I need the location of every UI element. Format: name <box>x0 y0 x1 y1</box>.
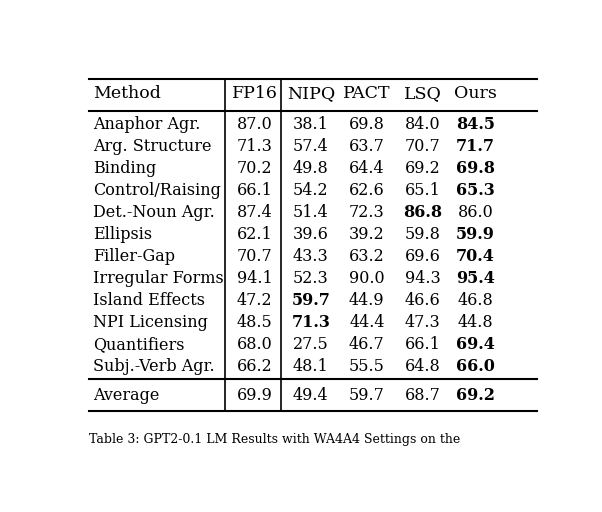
Text: Method: Method <box>93 86 161 102</box>
Text: 59.7: 59.7 <box>291 292 330 309</box>
Text: 69.8: 69.8 <box>349 116 385 133</box>
Text: Subj.-Verb Agr.: Subj.-Verb Agr. <box>93 358 214 375</box>
Text: 64.4: 64.4 <box>349 160 385 177</box>
Text: 66.1: 66.1 <box>405 336 441 353</box>
Text: 86.8: 86.8 <box>403 204 442 221</box>
Text: 46.7: 46.7 <box>349 336 385 353</box>
Text: 65.3: 65.3 <box>456 182 495 199</box>
Text: 95.4: 95.4 <box>456 270 495 287</box>
Text: 94.3: 94.3 <box>405 270 441 287</box>
Text: 48.1: 48.1 <box>293 358 329 375</box>
Text: 69.8: 69.8 <box>456 160 495 177</box>
Text: 39.2: 39.2 <box>349 226 385 243</box>
Text: NPI Licensing: NPI Licensing <box>93 314 208 331</box>
Text: 44.4: 44.4 <box>349 314 385 331</box>
Text: 84.0: 84.0 <box>405 116 441 133</box>
Text: Island Effects: Island Effects <box>93 292 205 309</box>
Text: 59.8: 59.8 <box>405 226 441 243</box>
Text: Table 3: GPT2-0.1 LM Results with WA4A4 Settings on the: Table 3: GPT2-0.1 LM Results with WA4A4 … <box>89 434 461 446</box>
Text: 57.4: 57.4 <box>293 138 329 155</box>
Text: 71.3: 71.3 <box>237 138 273 155</box>
Text: 43.3: 43.3 <box>293 248 329 265</box>
Text: LSQ: LSQ <box>404 86 442 102</box>
Text: 87.4: 87.4 <box>237 204 273 221</box>
Text: 66.1: 66.1 <box>237 182 273 199</box>
Text: 69.2: 69.2 <box>456 387 495 403</box>
Text: 48.5: 48.5 <box>237 314 273 331</box>
Text: 70.2: 70.2 <box>237 160 273 177</box>
Text: Arg. Structure: Arg. Structure <box>93 138 211 155</box>
Text: 55.5: 55.5 <box>349 358 385 375</box>
Text: 63.2: 63.2 <box>349 248 385 265</box>
Text: 49.4: 49.4 <box>293 387 329 403</box>
Text: 59.7: 59.7 <box>349 387 385 403</box>
Text: 47.2: 47.2 <box>237 292 273 309</box>
Text: Average: Average <box>93 387 160 403</box>
Text: 69.2: 69.2 <box>405 160 441 177</box>
Text: NIPQ: NIPQ <box>287 86 335 102</box>
Text: 86.0: 86.0 <box>458 204 493 221</box>
Text: 44.8: 44.8 <box>458 314 493 331</box>
Text: Irregular Forms: Irregular Forms <box>93 270 224 287</box>
Text: 69.9: 69.9 <box>237 387 273 403</box>
Text: Filler-Gap: Filler-Gap <box>93 248 175 265</box>
Text: 54.2: 54.2 <box>293 182 329 199</box>
Text: 68.7: 68.7 <box>405 387 441 403</box>
Text: 27.5: 27.5 <box>293 336 329 353</box>
Text: 87.0: 87.0 <box>237 116 273 133</box>
Text: 72.3: 72.3 <box>349 204 385 221</box>
Text: 44.9: 44.9 <box>349 292 385 309</box>
Text: 71.7: 71.7 <box>456 138 495 155</box>
Text: 71.3: 71.3 <box>291 314 330 331</box>
Text: 59.9: 59.9 <box>456 226 495 243</box>
Text: 69.6: 69.6 <box>405 248 441 265</box>
Text: FP16: FP16 <box>232 86 278 102</box>
Text: 69.4: 69.4 <box>456 336 495 353</box>
Text: 62.6: 62.6 <box>349 182 385 199</box>
Text: 66.2: 66.2 <box>237 358 273 375</box>
Text: Control/Raising: Control/Raising <box>93 182 221 199</box>
Text: 49.8: 49.8 <box>293 160 329 177</box>
Text: 62.1: 62.1 <box>237 226 273 243</box>
Text: Quantifiers: Quantifiers <box>93 336 184 353</box>
Text: Anaphor Agr.: Anaphor Agr. <box>93 116 200 133</box>
Text: 70.4: 70.4 <box>456 248 495 265</box>
Text: 65.1: 65.1 <box>405 182 441 199</box>
Text: 47.3: 47.3 <box>405 314 441 331</box>
Text: 70.7: 70.7 <box>237 248 273 265</box>
Text: 39.6: 39.6 <box>293 226 329 243</box>
Text: PACT: PACT <box>343 86 391 102</box>
Text: 64.8: 64.8 <box>405 358 441 375</box>
Text: Ours: Ours <box>454 86 497 102</box>
Text: 52.3: 52.3 <box>293 270 329 287</box>
Text: 94.1: 94.1 <box>237 270 273 287</box>
Text: 68.0: 68.0 <box>237 336 273 353</box>
Text: 63.7: 63.7 <box>349 138 385 155</box>
Text: 46.8: 46.8 <box>458 292 493 309</box>
Text: Det.-Noun Agr.: Det.-Noun Agr. <box>93 204 215 221</box>
Text: 46.6: 46.6 <box>405 292 441 309</box>
Text: 84.5: 84.5 <box>456 116 495 133</box>
Text: Binding: Binding <box>93 160 157 177</box>
Text: Ellipsis: Ellipsis <box>93 226 152 243</box>
Text: 38.1: 38.1 <box>293 116 329 133</box>
Text: 90.0: 90.0 <box>349 270 385 287</box>
Text: 51.4: 51.4 <box>293 204 329 221</box>
Text: 70.7: 70.7 <box>405 138 441 155</box>
Text: 66.0: 66.0 <box>456 358 495 375</box>
